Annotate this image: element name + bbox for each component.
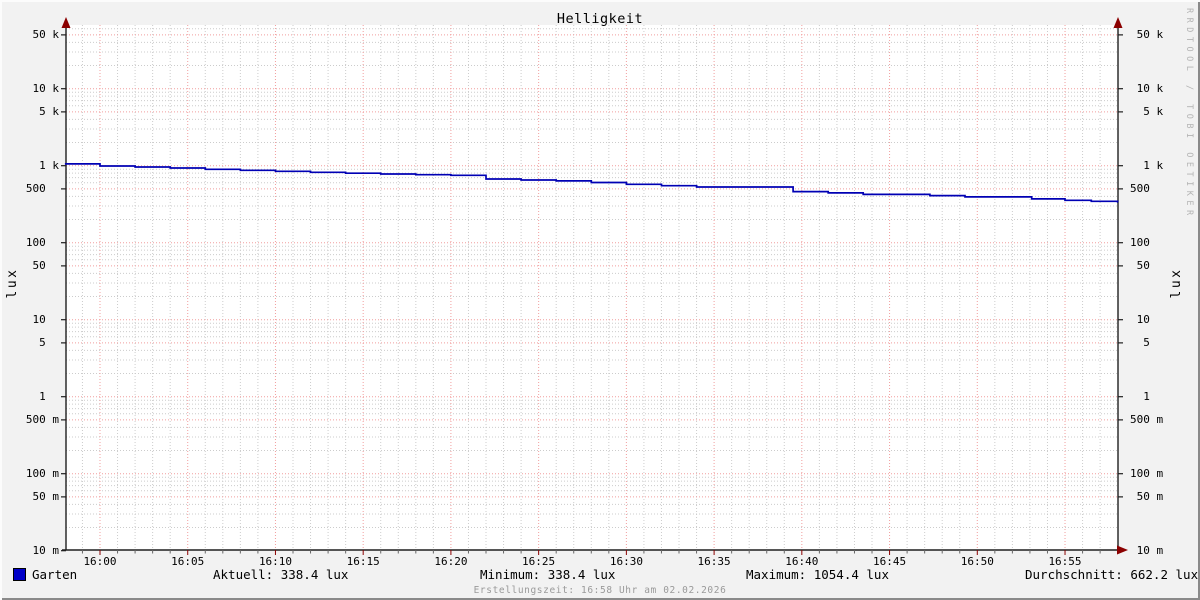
stat-maximum: Maximum: 1054.4 lux bbox=[746, 567, 889, 582]
y-axis-tick-label-right: 500 bbox=[1130, 182, 1164, 196]
y-axis-tick-label-left: 50 bbox=[25, 259, 59, 273]
y-axis-tick-label-right: 100 bbox=[1130, 236, 1164, 250]
y-axis-tick-label-left: 100 m bbox=[25, 467, 59, 481]
x-axis-tick-label: 16:15 bbox=[346, 555, 380, 568]
legend-color-swatch bbox=[13, 568, 26, 581]
x-axis-tick-label: 16:05 bbox=[171, 555, 205, 568]
x-axis-tick-label: 16:40 bbox=[785, 555, 819, 568]
chart-title: Helligkeit bbox=[556, 11, 644, 27]
y-axis-tick-label-right: 5 k bbox=[1130, 105, 1164, 119]
x-axis-tick-label: 16:20 bbox=[434, 555, 468, 568]
y-axis-tick-label-right: 100 m bbox=[1130, 467, 1164, 481]
x-axis-tick-label: 16:30 bbox=[609, 555, 643, 568]
stat-durchschnitt: Durchschnitt: 662.2 lux bbox=[1025, 567, 1199, 582]
y-axis-tick-label-left: 5 k bbox=[25, 105, 59, 119]
creation-timestamp: Erstellungszeit: 16:58 Uhr am 02.02.2026 bbox=[473, 585, 727, 596]
y-axis-tick-label-left: 50 k bbox=[25, 28, 59, 42]
x-axis-tick-label: 16:00 bbox=[83, 555, 117, 568]
y-axis-tick-label-right: 500 m bbox=[1130, 413, 1164, 427]
y-axis-unit-right: lux bbox=[1169, 267, 1184, 299]
y-axis-tick-label-left: 5 bbox=[25, 336, 59, 350]
legend-series-label: Garten bbox=[32, 567, 78, 582]
y-axis-tick-label-right: 1 bbox=[1130, 390, 1164, 404]
y-axis-tick-label-left: 10 k bbox=[25, 82, 59, 96]
y-axis-tick-label-right: 10 bbox=[1130, 313, 1164, 327]
y-axis-tick-label-left: 1 k bbox=[25, 159, 59, 173]
x-axis-tick-label: 16:10 bbox=[258, 555, 293, 568]
y-axis-tick-label-right: 5 bbox=[1130, 336, 1164, 350]
y-axis-tick-label-left: 10 bbox=[25, 313, 59, 327]
y-axis-tick-label-left: 500 m bbox=[25, 413, 59, 427]
stat-minimum: Minimum: 338.4 lux bbox=[480, 567, 616, 582]
y-axis-tick-label-left: 1 bbox=[25, 390, 59, 404]
x-axis-tick-label: 16:35 bbox=[697, 555, 731, 568]
y-axis-tick-label-right: 10 k bbox=[1130, 82, 1164, 96]
y-axis-tick-label-right: 50 m bbox=[1130, 490, 1164, 504]
y-axis-tick-label-left: 10 m bbox=[25, 544, 59, 558]
x-axis-tick-label: 16:25 bbox=[522, 555, 556, 568]
y-axis-tick-label-right: 50 k bbox=[1130, 28, 1164, 42]
x-axis-tick-label: 16:45 bbox=[873, 555, 907, 568]
x-axis-tick-label: 16:50 bbox=[960, 555, 994, 568]
x-axis-tick-label: 16:55 bbox=[1048, 555, 1082, 568]
y-axis-tick-label-right: 1 k bbox=[1130, 159, 1164, 173]
stat-aktuell: Aktuell: 338.4 lux bbox=[213, 567, 349, 582]
rrdtool-watermark: RRDTOOL / TOBI OETIKER bbox=[1184, 8, 1194, 220]
y-axis-tick-label-right: 10 m bbox=[1130, 544, 1164, 558]
y-axis-tick-label-left: 500 bbox=[25, 182, 59, 196]
y-axis-tick-label-left: 50 m bbox=[25, 490, 59, 504]
y-axis-tick-label-left: 100 bbox=[25, 236, 59, 250]
y-axis-tick-label-right: 50 bbox=[1130, 259, 1164, 273]
